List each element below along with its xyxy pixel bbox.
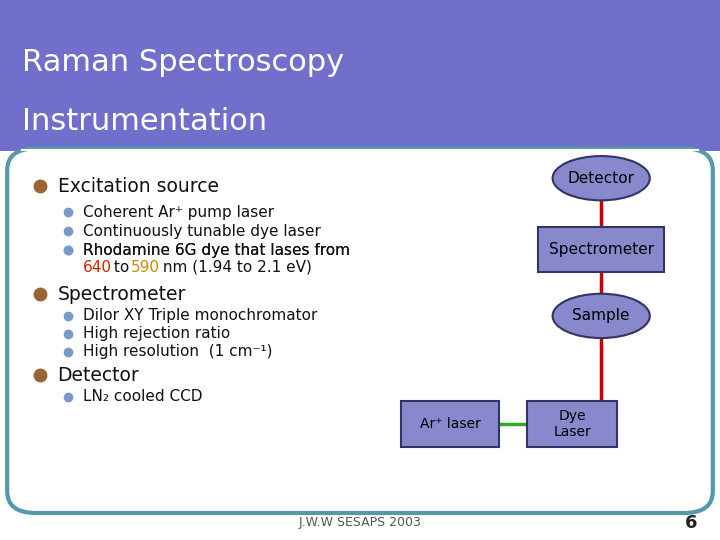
Text: High rejection ratio: High rejection ratio bbox=[83, 326, 230, 341]
Text: Ar⁺ laser: Ar⁺ laser bbox=[420, 417, 480, 431]
FancyBboxPatch shape bbox=[0, 0, 720, 151]
Text: High resolution  (1 cm⁻¹): High resolution (1 cm⁻¹) bbox=[83, 344, 272, 359]
Text: Raman Spectroscopy: Raman Spectroscopy bbox=[22, 48, 343, 77]
Text: Detector: Detector bbox=[58, 366, 140, 385]
Text: Sample: Sample bbox=[572, 308, 630, 323]
Text: Detector: Detector bbox=[567, 171, 635, 186]
Ellipse shape bbox=[552, 156, 649, 200]
Text: Rhodamine 6G dye that lases from: Rhodamine 6G dye that lases from bbox=[83, 242, 350, 258]
Text: LN₂ cooled CCD: LN₂ cooled CCD bbox=[83, 389, 202, 404]
Text: Spectrometer: Spectrometer bbox=[549, 242, 654, 257]
Text: Instrumentation: Instrumentation bbox=[22, 107, 266, 136]
Text: Continuously tunable dye laser: Continuously tunable dye laser bbox=[83, 224, 320, 239]
Text: Dye
Laser: Dye Laser bbox=[554, 409, 591, 439]
FancyBboxPatch shape bbox=[538, 226, 665, 272]
FancyBboxPatch shape bbox=[7, 148, 713, 513]
Ellipse shape bbox=[552, 294, 649, 338]
Text: Coherent Ar⁺ pump laser: Coherent Ar⁺ pump laser bbox=[83, 205, 274, 220]
Text: Excitation source: Excitation source bbox=[58, 177, 219, 196]
Text: 590: 590 bbox=[131, 260, 160, 275]
Text: Spectrometer: Spectrometer bbox=[58, 285, 186, 304]
FancyBboxPatch shape bbox=[527, 401, 618, 447]
Text: Rhodamine 6G dye that lases from: Rhodamine 6G dye that lases from bbox=[83, 242, 350, 258]
Text: nm (1.94 to 2.1 eV): nm (1.94 to 2.1 eV) bbox=[158, 260, 312, 275]
Text: to: to bbox=[109, 260, 135, 275]
FancyBboxPatch shape bbox=[402, 401, 498, 447]
Text: 640: 640 bbox=[83, 260, 112, 275]
Text: Dilor XY Triple monochromator: Dilor XY Triple monochromator bbox=[83, 308, 318, 323]
Text: J.W.W SESAPS 2003: J.W.W SESAPS 2003 bbox=[299, 516, 421, 529]
Text: 6: 6 bbox=[685, 514, 698, 532]
